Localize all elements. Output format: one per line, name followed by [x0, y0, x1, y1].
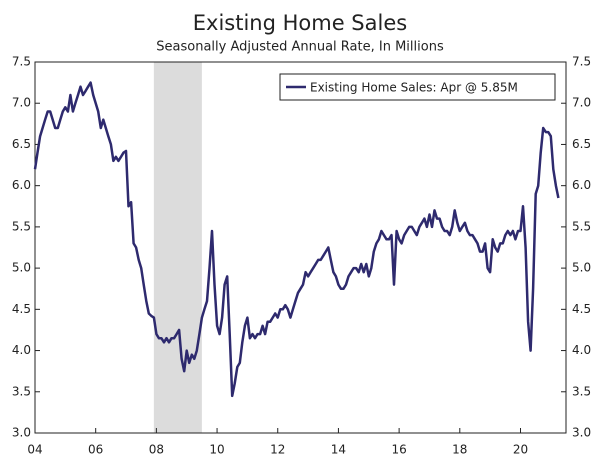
legend-box: [279, 73, 556, 101]
y-tick-label: 5.0: [12, 261, 31, 275]
x-tick-label: 10: [209, 443, 224, 457]
y-tick-label: 7.5: [12, 55, 31, 69]
y2-tick-label: 5.5: [572, 219, 591, 233]
y2-tick-label: 7.0: [572, 96, 591, 110]
y-tick-label: 4.5: [12, 302, 31, 316]
chart-title: Existing Home Sales: [193, 11, 407, 35]
y2-tick-label: 6.0: [572, 178, 591, 192]
plot-frame: [34, 61, 567, 434]
y2-tick-label: 7.5: [572, 55, 591, 69]
x-tick-label: 04: [27, 443, 42, 457]
x-tick-label: 06: [88, 443, 103, 457]
chart-subtitle: Seasonally Adjusted Annual Rate, In Mill…: [156, 40, 444, 55]
y-tick-label: 3.5: [12, 384, 31, 398]
y2-tick-label: 3.0: [572, 426, 591, 440]
recession-band: [153, 62, 202, 433]
y-tick-label: 3.0: [12, 426, 31, 440]
y2-tick-label: 6.5: [572, 137, 591, 151]
x-tick-label: 14: [331, 443, 346, 457]
y2-tick-label: 5.0: [572, 261, 591, 275]
y-tick-label: 7.0: [12, 96, 31, 110]
y-tick-label: 6.5: [12, 137, 31, 151]
y-tick-label: 6.0: [12, 178, 31, 192]
y-tick-label: 4.0: [12, 343, 31, 357]
y2-tick-label: 3.5: [572, 384, 591, 398]
x-tick-label: 18: [452, 443, 467, 457]
y-tick-label: 5.5: [12, 219, 31, 233]
y2-tick-label: 4.0: [572, 343, 591, 357]
data-line: [33, 81, 560, 398]
x-tick-label: 20: [513, 443, 528, 457]
x-tick-label: 16: [391, 443, 406, 457]
y2-tick-label: 4.5: [572, 302, 591, 316]
legend-label: Existing Home Sales: Apr @ 5.85M: [310, 81, 518, 95]
x-tick-label: 08: [149, 443, 164, 457]
x-tick-label: 12: [270, 443, 285, 457]
